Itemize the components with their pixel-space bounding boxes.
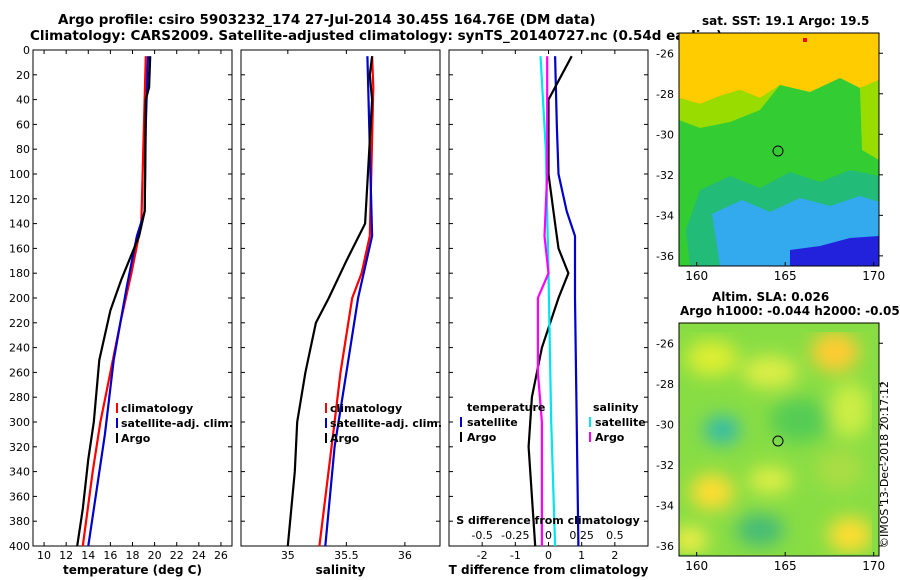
sla-x-tick-label: 160 bbox=[685, 559, 708, 573]
x-axis-label: temperature (deg C) bbox=[63, 563, 202, 577]
sla-map-title-2: Argo h1000: -0.044 h2000: -0.058 bbox=[680, 304, 900, 318]
y-tick-label: 40 bbox=[16, 94, 30, 107]
sla-y-tick-label: -26 bbox=[656, 337, 674, 350]
legend-label: climatology bbox=[121, 402, 193, 415]
y-tick-label: 100 bbox=[9, 168, 30, 181]
title-line-2: Climatology: CARS2009. Satellite-adjuste… bbox=[30, 28, 723, 44]
sla-y-tick-label: -36 bbox=[656, 540, 674, 553]
legend-title-temperature: temperature bbox=[467, 401, 545, 414]
s-tick-label: -0.25 bbox=[501, 529, 529, 542]
series-line-climatology bbox=[318, 56, 375, 547]
legend-label: satellite-adj. clim. bbox=[330, 417, 442, 430]
series-line-argo bbox=[76, 56, 152, 547]
sla-map-title-1: Altim. SLA: 0.026 bbox=[712, 290, 830, 304]
s-tick-label: 0.5 bbox=[606, 529, 624, 542]
series-line-argo bbox=[286, 56, 374, 547]
plot-frame-salinity-profile bbox=[240, 49, 441, 547]
s-tick-label: -0.5 bbox=[471, 529, 492, 542]
y-tick-label: 380 bbox=[9, 515, 30, 528]
y-tick-label: 0 bbox=[23, 44, 30, 57]
series-line-t-argo bbox=[527, 55, 573, 547]
series-line-satellite-adj-clim- bbox=[324, 56, 374, 547]
x-tick-label: 26 bbox=[214, 549, 228, 562]
y-tick-label: 180 bbox=[9, 267, 30, 280]
series-line-s-argo bbox=[536, 56, 550, 546]
sst-x-tick-label: 160 bbox=[685, 269, 708, 283]
sla-map bbox=[679, 323, 879, 556]
x-tick-label: 14 bbox=[81, 549, 95, 562]
x-tick-label: 16 bbox=[103, 549, 117, 562]
series-line-t-satellite bbox=[554, 56, 580, 547]
plot-frame-temperature-profile bbox=[32, 49, 233, 547]
x-tick-label: -1 bbox=[510, 549, 521, 562]
sst-y-tick-label: -34 bbox=[656, 209, 674, 222]
sst-y-tick-label: -26 bbox=[656, 47, 674, 60]
x-tick-label: 36 bbox=[398, 549, 412, 562]
y-tick-label: 340 bbox=[9, 466, 30, 479]
legend-label: Argo bbox=[595, 431, 625, 444]
x-tick-label: 35.5 bbox=[334, 549, 359, 562]
y-tick-label: 320 bbox=[9, 441, 30, 454]
x-tick-label: 12 bbox=[59, 549, 73, 562]
y-tick-label: 200 bbox=[9, 292, 30, 305]
y-tick-label: 20 bbox=[16, 69, 30, 82]
x-tick-label: 1 bbox=[578, 549, 585, 562]
sst-x-tick-label: 165 bbox=[774, 269, 797, 283]
sla-y-tick-label: -30 bbox=[656, 418, 674, 431]
sst-y-tick-label: -36 bbox=[656, 250, 674, 263]
x-tick-label: 0 bbox=[545, 549, 552, 562]
y-tick-label: 400 bbox=[9, 540, 30, 553]
sla-x-tick-label: 170 bbox=[862, 559, 885, 573]
s-tick-label: 0 bbox=[545, 529, 552, 542]
x-tick-label: 35 bbox=[281, 549, 295, 562]
sla-y-tick-label: -34 bbox=[656, 499, 674, 512]
legend-label: Argo bbox=[330, 432, 360, 445]
legend-label: satellite bbox=[467, 416, 518, 429]
legend-label: climatology bbox=[330, 402, 402, 415]
x-tick-label: 20 bbox=[148, 549, 162, 562]
y-tick-label: 260 bbox=[9, 366, 30, 379]
y-tick-label: 280 bbox=[9, 391, 30, 404]
x-tick-label: 22 bbox=[170, 549, 184, 562]
y-tick-label: 120 bbox=[9, 193, 30, 206]
title-line-1: Argo profile: csiro 5903232_174 27-Jul-2… bbox=[58, 12, 596, 28]
sst-map-title: sat. SST: 19.1 Argo: 19.5 bbox=[702, 14, 870, 28]
y-tick-label: 60 bbox=[16, 118, 30, 131]
x-axis-label-s: S difference from climatology bbox=[456, 514, 640, 527]
legend-label: satellite bbox=[595, 416, 646, 429]
s-tick-label: 0.25 bbox=[569, 529, 594, 542]
sst-y-tick-label: -28 bbox=[656, 88, 674, 101]
y-tick-label: 220 bbox=[9, 317, 30, 330]
y-tick-label: 240 bbox=[9, 342, 30, 355]
legend-title-salinity: salinity bbox=[593, 401, 639, 414]
x-tick-label: 2 bbox=[611, 549, 618, 562]
sst-y-tick-label: -30 bbox=[656, 128, 674, 141]
legend-label: satellite-adj. clim. bbox=[121, 417, 233, 430]
y-tick-label: 160 bbox=[9, 242, 30, 255]
x-tick-label: 10 bbox=[37, 549, 51, 562]
legend-label: Argo bbox=[467, 431, 497, 444]
sst-argo-location-marker bbox=[772, 145, 784, 157]
sla-y-tick-label: -28 bbox=[656, 378, 674, 391]
sla-argo-location-marker bbox=[772, 435, 784, 447]
y-tick-label: 300 bbox=[9, 416, 30, 429]
sla-y-tick-label: -32 bbox=[656, 459, 674, 472]
x-tick-label: 18 bbox=[126, 549, 140, 562]
sla-x-tick-label: 165 bbox=[774, 559, 797, 573]
x-axis-label: salinity bbox=[316, 563, 366, 577]
sst-map bbox=[679, 33, 879, 266]
y-tick-label: 360 bbox=[9, 490, 30, 503]
x-axis-label: T difference from climatology bbox=[449, 563, 649, 577]
legend-label: Argo bbox=[121, 432, 151, 445]
y-tick-label: 140 bbox=[9, 218, 30, 231]
sst-x-tick-label: 170 bbox=[862, 269, 885, 283]
y-tick-label: 80 bbox=[16, 143, 30, 156]
sst-y-tick-label: -32 bbox=[656, 169, 674, 182]
x-tick-label: -2 bbox=[477, 549, 488, 562]
x-tick-label: 24 bbox=[192, 549, 206, 562]
